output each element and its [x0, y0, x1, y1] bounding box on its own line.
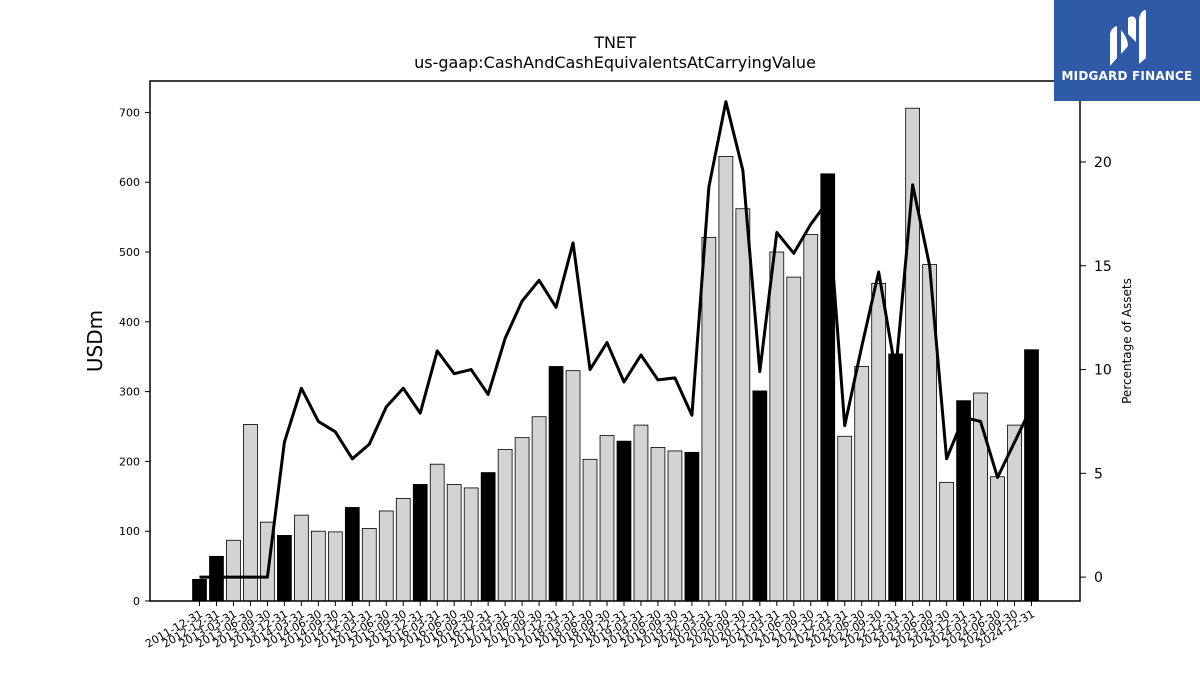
bar-2018-09-30	[599, 435, 615, 602]
y-axis-label: USDm	[83, 310, 107, 372]
bar-2015-03-31	[361, 528, 377, 602]
bar-2013-12-31	[277, 534, 292, 602]
plot-frame	[149, 80, 1081, 602]
y2-tick-label: 15	[1094, 259, 1112, 275]
bar-2022-12-31	[888, 353, 904, 602]
bar-2022-06-30	[854, 366, 870, 602]
midgard-logo-icon	[1110, 10, 1146, 66]
bar-2021-06-30	[786, 276, 802, 602]
bar-2016-12-31	[480, 472, 496, 602]
y-tick-label: 200	[119, 455, 140, 468]
bar-2017-09-30	[531, 416, 547, 602]
bar-2020-03-31	[701, 236, 717, 602]
bar-2018-03-31	[565, 370, 581, 602]
y-tick-label: 400	[119, 316, 140, 329]
percentage-line	[199, 100, 1033, 579]
bar-2016-06-30	[446, 484, 462, 602]
y2-tick-label: 20	[1094, 155, 1112, 171]
bar-2014-12-31	[344, 507, 360, 602]
bar-2015-12-31	[412, 484, 428, 602]
bar-2017-03-31	[497, 449, 513, 602]
bar-2011-12-31	[192, 578, 207, 602]
y-tick-label: 500	[119, 246, 140, 259]
bar-2019-03-31	[633, 424, 649, 602]
bar-2015-06-30	[378, 510, 394, 602]
chart-title: TNET	[593, 33, 636, 52]
bar-2014-09-30	[327, 531, 343, 602]
y-tick-label: 0	[133, 595, 140, 608]
bar-2019-12-31	[684, 451, 700, 602]
bar-2016-03-31	[429, 463, 445, 602]
y2-tick-label: 10	[1094, 363, 1112, 379]
bars-layer	[192, 107, 1039, 602]
bar-2012-12-31	[209, 555, 224, 602]
y-axis: 0 100 200 300 400 500 600 700	[119, 106, 150, 608]
bar-2015-09-30	[395, 497, 411, 602]
bar-2014-06-30	[310, 530, 326, 602]
bar-2024-12-31	[1024, 349, 1039, 602]
brand-logo: MIDGARD FINANCE	[1054, 0, 1200, 101]
bar-2013-03-31	[226, 539, 241, 602]
y-tick-label: 600	[119, 176, 140, 189]
bar-2021-12-31	[820, 173, 836, 602]
bar-2016-09-30	[463, 487, 479, 602]
bar-2021-03-31	[769, 251, 785, 602]
bar-2024-06-30	[990, 476, 1005, 602]
bar-2017-06-30	[514, 437, 530, 602]
chart-subtitle: us-gaap:CashAndCashEquivalentsAtCarrying…	[414, 53, 816, 72]
y2-tick-label: 0	[1094, 570, 1103, 586]
y2-axis: 0 5 10 15 20	[1080, 155, 1112, 586]
bar-2020-12-31	[752, 390, 768, 602]
bar-2017-12-31	[548, 366, 564, 602]
bar-2022-09-30	[871, 283, 887, 602]
brand-name: MIDGARD FINANCE	[1061, 69, 1193, 83]
y2-tick-label: 5	[1094, 466, 1103, 482]
bar-2022-03-31	[837, 435, 853, 602]
y-tick-label: 700	[119, 106, 140, 119]
bar-2020-06-30	[718, 155, 734, 602]
y-tick-label: 300	[119, 386, 140, 399]
bar-2019-09-30	[667, 450, 683, 602]
bar-2020-09-30	[735, 208, 751, 602]
bar-2018-12-31	[616, 440, 632, 602]
bar-2014-03-31	[294, 514, 309, 602]
line-layer	[199, 100, 1033, 579]
bar-2023-09-30	[939, 481, 954, 602]
bar-2013-06-30	[243, 424, 258, 602]
x-axis: 2011-12-312012-12-312013-03-312013-06-30…	[143, 601, 1037, 651]
y2-axis-label: Percentage of Assets	[1120, 278, 1134, 404]
bar-2018-06-30	[582, 458, 598, 602]
y-tick-label: 100	[119, 525, 140, 538]
bar-2021-09-30	[803, 234, 819, 602]
bar-2023-03-31	[905, 107, 920, 602]
bar-2019-06-30	[650, 447, 666, 602]
